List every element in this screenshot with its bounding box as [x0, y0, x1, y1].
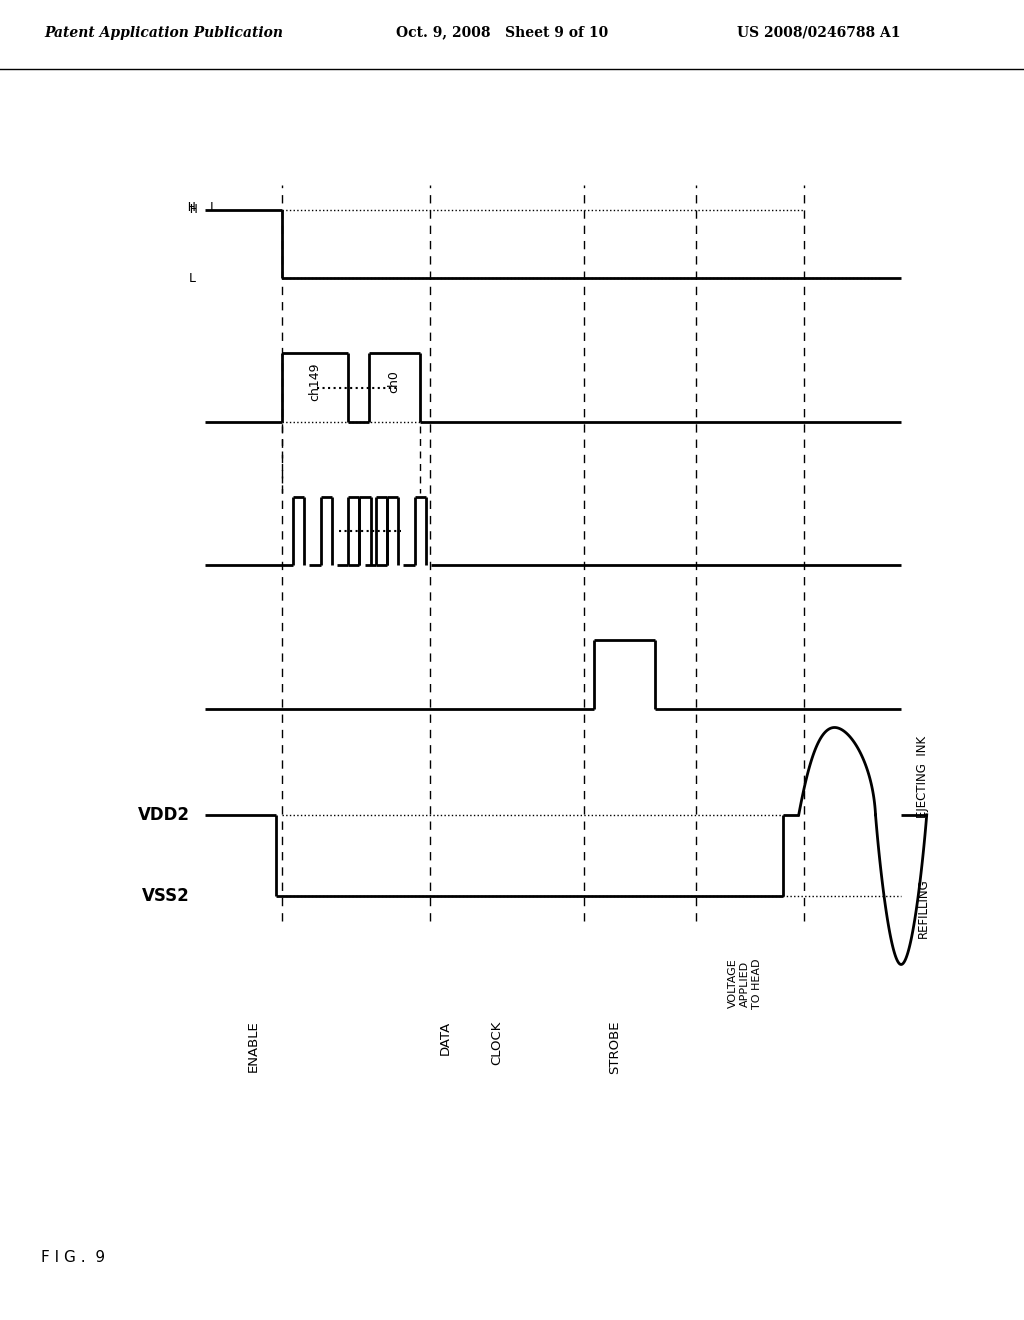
Text: F I G .  9: F I G . 9 — [41, 1250, 105, 1265]
Text: ch0: ch0 — [388, 370, 400, 393]
Text: ENABLE: ENABLE — [247, 1020, 260, 1072]
Text: VDD2: VDD2 — [137, 805, 189, 824]
Text: STROBE: STROBE — [608, 1020, 621, 1074]
Text: H: H — [187, 201, 195, 214]
Text: EJECTING  INK: EJECTING INK — [916, 737, 930, 818]
Text: Oct. 9, 2008   Sheet 9 of 10: Oct. 9, 2008 Sheet 9 of 10 — [395, 25, 608, 40]
Text: ch149: ch149 — [308, 362, 321, 400]
Text: Patent Application Publication: Patent Application Publication — [44, 25, 284, 40]
Text: H: H — [189, 203, 197, 216]
Text: L: L — [210, 201, 217, 214]
Text: REFILLING: REFILLING — [916, 879, 930, 939]
Text: L: L — [189, 272, 197, 285]
Text: CLOCK: CLOCK — [490, 1020, 503, 1065]
Text: VOLTAGE
APPLIED
TO HEAD: VOLTAGE APPLIED TO HEAD — [728, 958, 762, 1008]
Text: DATA: DATA — [439, 1020, 452, 1055]
Text: US 2008/0246788 A1: US 2008/0246788 A1 — [737, 25, 901, 40]
Text: VSS2: VSS2 — [141, 887, 189, 906]
